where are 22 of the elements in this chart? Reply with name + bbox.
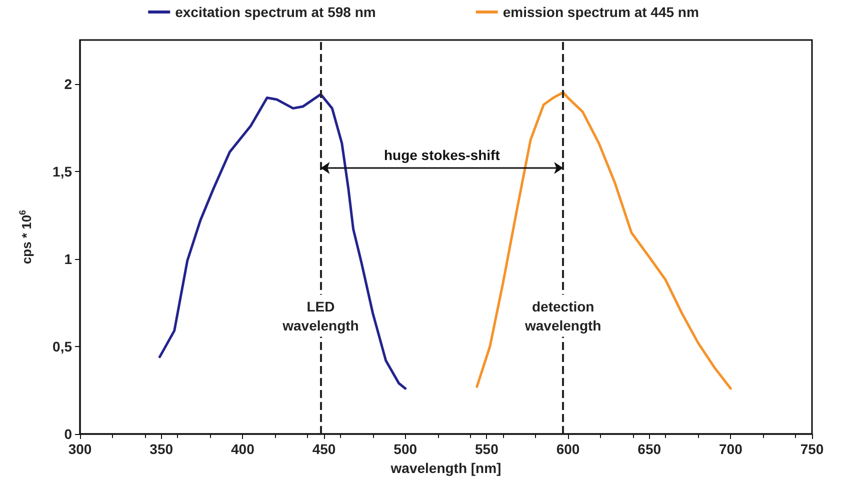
- x-tick-label: 600: [556, 441, 580, 457]
- legend-label: emission spectrum at 445 nm: [502, 4, 699, 20]
- y-tick-label: 0: [64, 426, 72, 442]
- x-tick-label: 400: [230, 441, 255, 457]
- y-tick-label: 0,5: [52, 338, 72, 354]
- x-tick-label: 750: [800, 441, 824, 457]
- x-tick-label: 650: [638, 441, 662, 457]
- x-tick-label: 350: [150, 441, 174, 457]
- x-tick-label: 500: [394, 441, 418, 457]
- ref-line-label: detection wavelength: [524, 298, 602, 334]
- x-tick-label: 700: [718, 441, 743, 457]
- legend-label: excitation spectrum at 598 nm: [175, 4, 376, 20]
- y-tick-label: 1,5: [52, 163, 72, 180]
- x-tick-label: 300: [68, 441, 92, 457]
- annotation: huge stokes-shift: [384, 147, 500, 164]
- x-axis-title: wavelength [nm]: [390, 460, 502, 476]
- y-tick-label: 1: [64, 250, 72, 267]
- ref-line-label: LED wavelength: [282, 298, 359, 334]
- y-tick-label: 2: [64, 76, 72, 92]
- x-tick-label: 450: [312, 441, 336, 457]
- y-axis-title: cps * 106: [18, 210, 34, 264]
- x-tick-label: 550: [474, 441, 499, 457]
